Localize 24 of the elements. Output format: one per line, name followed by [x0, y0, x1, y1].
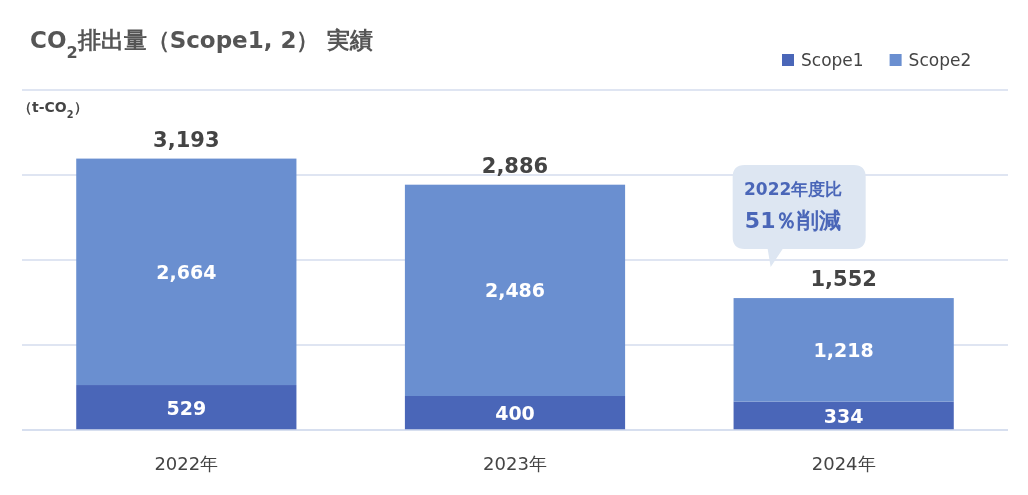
y-axis-title: （t-CO$_{2}$） — [18, 99, 88, 120]
annotation: 51％削減 — [744, 208, 842, 233]
data-label: 2,486 — [484, 279, 546, 302]
total-label: 1,552 — [810, 267, 877, 292]
bar — [76, 158, 297, 386]
x-tick-label: 2023年 — [483, 453, 547, 474]
annotation: 2022年度比 — [744, 179, 843, 199]
total-label: 3,193 — [153, 127, 220, 152]
x-tick-label: 2024年 — [811, 453, 876, 474]
data-label: 400 — [495, 402, 535, 424]
x-tick-label: 2022年 — [154, 453, 219, 474]
data-label: 529 — [166, 396, 207, 419]
bar — [733, 401, 954, 430]
bar — [404, 184, 626, 396]
data-label: 1,218 — [813, 338, 874, 361]
data-label: 334 — [823, 404, 864, 427]
total-label: 2,886 — [481, 153, 549, 178]
chart-title: CO$_{2}$排出量（Scope1, 2） 実績 — [30, 27, 374, 62]
data-label: 2,664 — [156, 260, 217, 283]
bar — [733, 298, 954, 402]
legend-label: Scope2 — [908, 50, 972, 70]
legend-label: Scope1 — [801, 50, 864, 70]
bar — [76, 385, 297, 430]
bar — [404, 396, 626, 430]
